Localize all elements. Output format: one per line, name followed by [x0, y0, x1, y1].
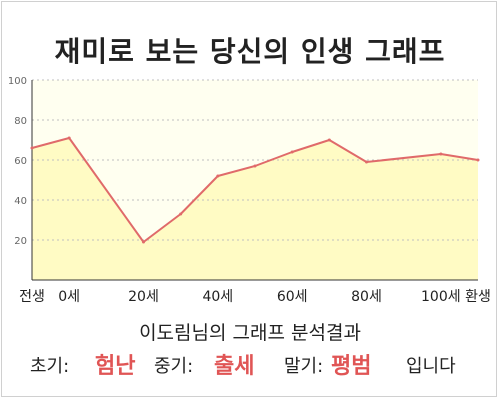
mid-label: 중기:	[154, 356, 194, 377]
data-point	[67, 136, 71, 140]
y-tick-label: 80	[14, 116, 27, 127]
early-value: 험난	[95, 354, 136, 379]
data-point	[439, 152, 443, 156]
data-point	[253, 164, 257, 168]
x-tick-label: 100세	[421, 289, 461, 305]
data-point	[476, 158, 480, 162]
x-tick-label: 0세	[58, 289, 80, 305]
x-tick-label: 60세	[277, 289, 308, 305]
early-label: 초기:	[30, 356, 70, 377]
analysis-result: 초기: 험난 중기: 출세 말기: 평범 입니다	[0, 346, 500, 379]
data-point	[216, 174, 220, 178]
x-tick-label: 환생	[465, 289, 491, 305]
late-label: 말기:	[284, 356, 324, 377]
y-tick-label: 40	[14, 196, 27, 207]
life-area-fill	[32, 138, 478, 280]
x-tick-label: 40세	[202, 289, 233, 305]
data-point	[365, 160, 368, 164]
result-suffix: 입니다	[406, 356, 456, 377]
late-value: 평범	[331, 354, 372, 379]
x-tick-label: 전생	[19, 289, 45, 305]
y-tick-label: 60	[14, 156, 27, 167]
data-point	[142, 240, 145, 244]
data-point	[179, 212, 183, 216]
x-tick-label: 80세	[351, 289, 382, 305]
page-title: 재미로 보는 당신의 인생 그래프	[54, 35, 446, 68]
data-point	[290, 150, 294, 154]
life-graph-chart: 20 40 60 80 100 전생 0세 20세 40세 60세 80세 100세 환생	[8, 76, 491, 305]
y-tick-label: 20	[14, 236, 27, 247]
analysis-heading: 이도림님의 그래프 분석결과	[139, 322, 361, 344]
x-tick-label: 20세	[128, 289, 159, 305]
data-point	[327, 138, 331, 142]
data-point	[30, 146, 34, 150]
mid-value: 출세	[214, 354, 255, 379]
y-tick-label: 100	[8, 76, 27, 87]
